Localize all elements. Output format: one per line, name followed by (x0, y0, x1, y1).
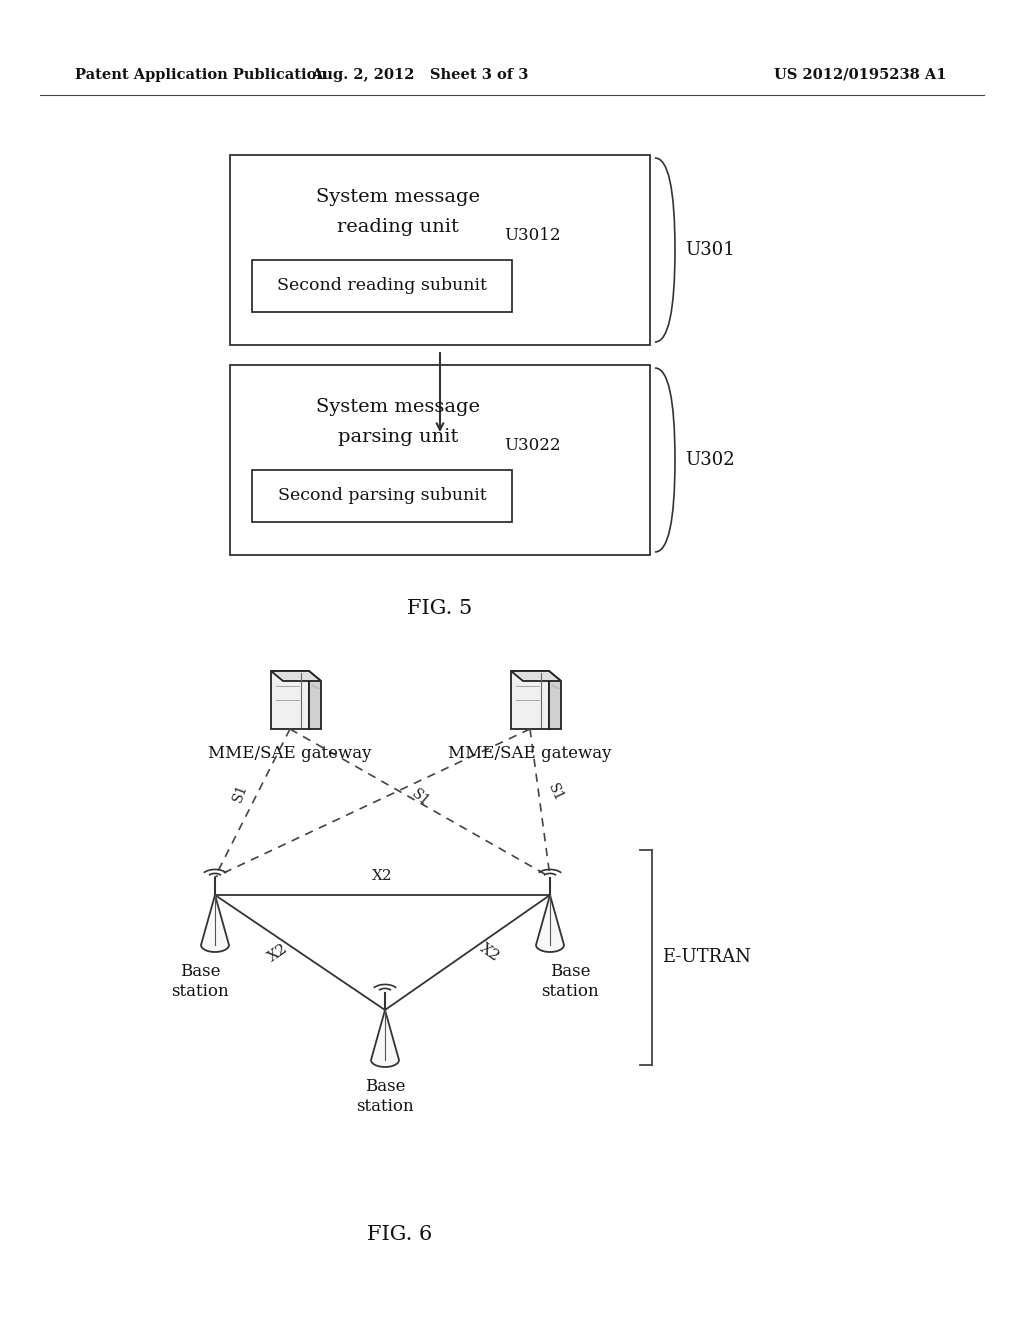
Text: U3012: U3012 (504, 227, 561, 243)
Text: reading unit: reading unit (337, 218, 459, 236)
Text: S1: S1 (230, 781, 250, 804)
Text: U302: U302 (685, 451, 734, 469)
Text: X2: X2 (477, 941, 502, 964)
Text: Second reading subunit: Second reading subunit (278, 277, 487, 294)
Text: Base
station: Base station (171, 964, 228, 999)
Text: System message: System message (316, 399, 480, 416)
Text: FIG. 6: FIG. 6 (368, 1225, 432, 1245)
Text: MME/SAE gateway: MME/SAE gateway (208, 744, 372, 762)
Bar (230, 366, 650, 554)
Bar (511, 671, 549, 729)
Bar (271, 671, 309, 729)
Text: FIG. 5: FIG. 5 (408, 598, 473, 618)
Text: Base
station: Base station (356, 1078, 414, 1114)
Polygon shape (511, 671, 561, 681)
Bar (230, 154, 650, 345)
Polygon shape (549, 671, 561, 729)
Text: X2: X2 (265, 941, 291, 964)
Polygon shape (536, 895, 564, 952)
Text: U301: U301 (685, 242, 735, 259)
Polygon shape (271, 671, 321, 681)
Text: US 2012/0195238 A1: US 2012/0195238 A1 (774, 69, 946, 82)
Text: Patent Application Publication: Patent Application Publication (75, 69, 327, 82)
Text: X2: X2 (372, 869, 393, 883)
Text: MME/SAE gateway: MME/SAE gateway (449, 744, 611, 762)
Polygon shape (201, 895, 229, 952)
Text: parsing unit: parsing unit (338, 428, 458, 446)
Polygon shape (309, 671, 321, 729)
Polygon shape (371, 1010, 399, 1067)
Text: System message: System message (316, 187, 480, 206)
Text: U3022: U3022 (504, 437, 561, 454)
Text: E-UTRAN: E-UTRAN (662, 949, 751, 966)
Text: Second parsing subunit: Second parsing subunit (278, 487, 486, 504)
Text: S1: S1 (409, 787, 431, 809)
Text: Base
station: Base station (542, 964, 599, 999)
Bar (252, 260, 512, 312)
Bar (252, 470, 512, 521)
Text: Aug. 2, 2012   Sheet 3 of 3: Aug. 2, 2012 Sheet 3 of 3 (311, 69, 528, 82)
Text: S1: S1 (545, 781, 565, 804)
